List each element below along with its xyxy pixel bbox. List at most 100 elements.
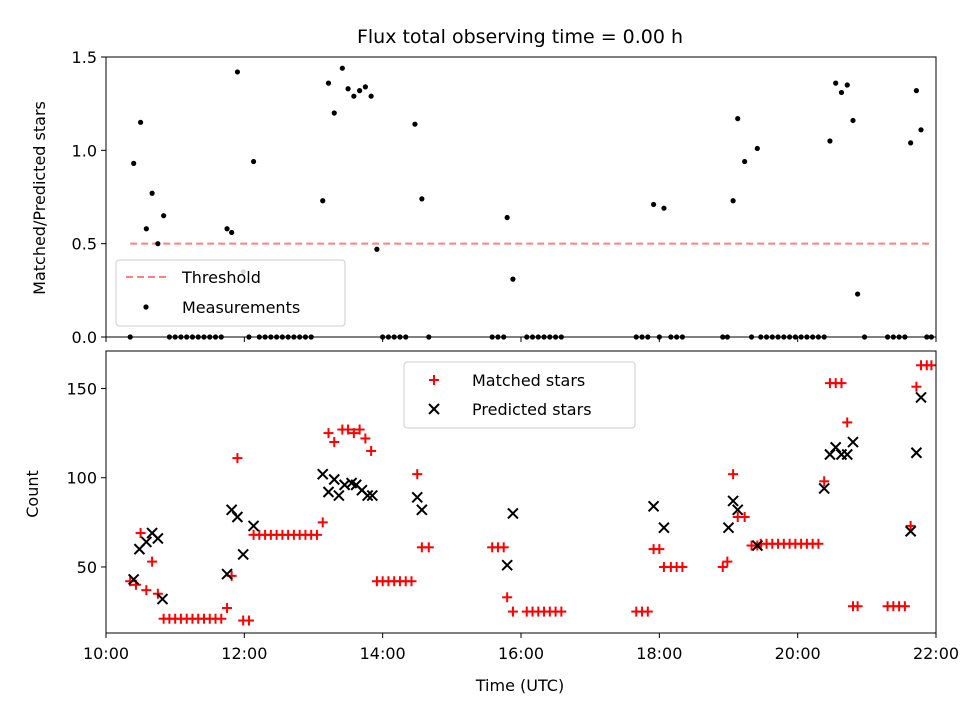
measurement-point [161,213,167,219]
x-tick-label: 10:00 [83,644,129,663]
predicted-point-b [501,559,513,571]
predicted-point [722,521,735,534]
x-tick-label: 20:00 [775,644,821,663]
predicted-point [366,489,378,502]
matched-point [311,529,322,540]
matched-point [842,417,853,428]
predicted-point [647,500,660,512]
matched-point [125,576,136,587]
predicted-point [732,504,744,516]
x-tick-label: 16:00 [498,644,544,663]
predicted-point [658,521,670,534]
matched-point [366,445,377,456]
matched-point [232,453,243,464]
matched-point [502,592,513,603]
predicted-point-b [231,511,244,523]
top-y-tick-label: 0.5 [72,235,97,254]
measurement-point [325,80,332,86]
matched-point [911,381,922,392]
measurement-point [827,138,833,144]
bottom-y-tick-label: 100 [66,469,97,488]
measurement-point [362,84,368,90]
matched-point [360,433,371,444]
measurement-point [149,190,155,196]
predicted-point-b [910,447,923,459]
bottom-y-tick-label: 150 [66,379,97,398]
predicted-point [127,573,140,586]
matched-point [677,561,688,572]
matched-point [556,606,567,617]
predicted-point [751,539,764,552]
measurement-point [742,158,748,165]
measurement-point [351,93,357,99]
matched-point [836,378,847,389]
threshold-legend-label: Threshold [181,268,261,287]
predicted-point [322,486,335,498]
predicted-point [152,532,164,545]
bottom-plot: 50 100 150 10:00 12:00 14:00 16:00 18:00 20:00 22… [66,350,959,663]
predicted-point-b [333,489,345,502]
matched-point [654,544,665,555]
matched-point [323,428,334,439]
measurement-point [661,205,667,211]
bottom-legend-box [403,361,636,429]
measurement-point [155,241,161,247]
predicted-point-b [841,448,853,461]
matched-point [728,469,739,480]
matched-point [222,603,233,614]
measurement-point [913,88,920,94]
x-tick-label: 12:00 [221,644,267,663]
matched-point [507,606,518,617]
bottom-legend: Matched stars Predicted stars [403,361,636,429]
matched-point [498,542,509,553]
predicted-point [333,489,345,502]
predicted-point-b [225,504,238,516]
matched-point [905,520,916,531]
predicted-point [140,536,153,548]
measurement-point [234,69,241,75]
x-tick-label: 18:00 [636,644,682,663]
predicted-point-b [647,500,660,512]
measurement-point [229,229,235,236]
measurement-point [345,86,351,92]
predicted-point [411,491,423,504]
matched-point [317,517,328,528]
top-legend: Threshold Measurements [115,259,346,327]
matched-point [329,437,340,448]
measurements-legend-swatch [143,304,149,310]
measurement-point [504,214,510,221]
measurement-point [131,160,137,166]
measurement-point [844,82,850,88]
predicted-point [915,391,927,404]
predicted-point [416,504,428,516]
matched-point [412,469,423,480]
top-y-tick-label: 1.0 [72,141,97,160]
top-y-tick-label: 1.5 [72,48,97,67]
measurement-point [331,110,337,116]
predicted-point [221,568,233,580]
top-plot: 0.0 0.5 1.0 1.5 Threshold Measurements [72,48,937,347]
matched-point [739,511,750,522]
matched-point [852,601,863,612]
matched-point [147,556,158,567]
bottom-y-axis-label: Count [23,470,42,518]
predicted-point [328,473,340,486]
predicted-point [317,468,329,480]
matched-point [423,542,434,553]
predicted-point-b [328,473,340,486]
matched-point [216,613,227,624]
predicted-point-b [152,532,164,545]
measurement-point [510,276,516,282]
predicted-point-b [722,521,735,534]
predicted-point-b [732,504,744,516]
matched-point [135,528,146,539]
matched-point [642,606,653,617]
predicted-point-b [818,482,830,495]
predicted-point-b [221,568,233,580]
predicted-point-b [361,489,374,502]
predicted-legend-label: Predicted stars [472,400,592,419]
measurement-point [754,145,760,152]
predicted-point [841,448,853,461]
